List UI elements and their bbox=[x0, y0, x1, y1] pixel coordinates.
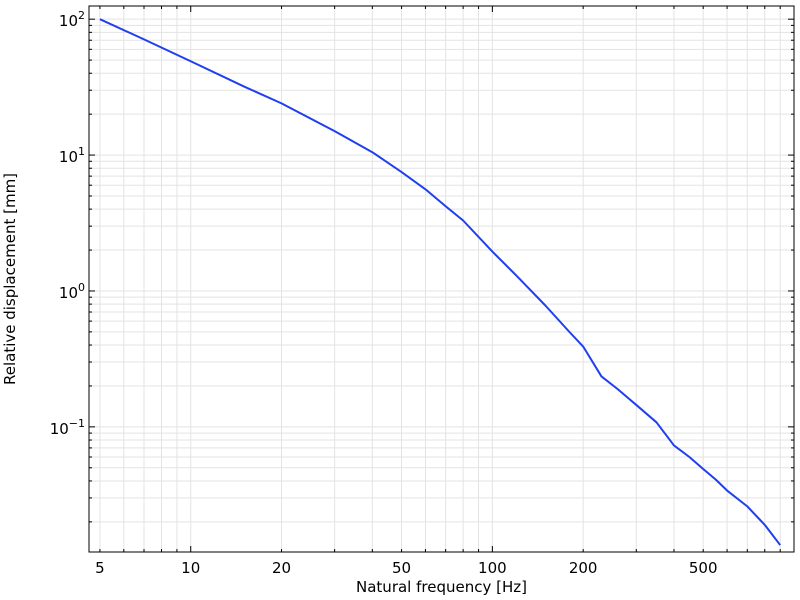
x-tick-label: 5 bbox=[95, 559, 105, 577]
x-tick-label: 20 bbox=[272, 559, 291, 577]
tick-marks bbox=[89, 6, 795, 552]
x-tick-labels: 5 10 20 50 100 200 500 bbox=[95, 559, 717, 577]
x-tick-label: 500 bbox=[689, 559, 718, 577]
y-tick-label: 101 bbox=[59, 145, 85, 166]
x-axis-label: Natural frequency [Hz] bbox=[356, 578, 527, 596]
plot-frame bbox=[88, 5, 795, 553]
y-tick-label: 10−1 bbox=[50, 417, 85, 438]
y-axis-label: Relative displacement [mm] bbox=[1, 173, 19, 385]
x-tick-label: 10 bbox=[181, 559, 200, 577]
x-tick-label: 100 bbox=[478, 559, 507, 577]
y-tick-label: 100 bbox=[59, 281, 85, 302]
y-tick-labels: 10−1 100 101 102 bbox=[50, 9, 85, 438]
series-layer bbox=[99, 18, 781, 546]
y-tick-label: 102 bbox=[59, 9, 85, 30]
x-tick-label: 50 bbox=[392, 559, 411, 577]
grid bbox=[89, 6, 795, 552]
x-tick-label: 200 bbox=[569, 559, 598, 577]
series-line bbox=[99, 18, 781, 546]
